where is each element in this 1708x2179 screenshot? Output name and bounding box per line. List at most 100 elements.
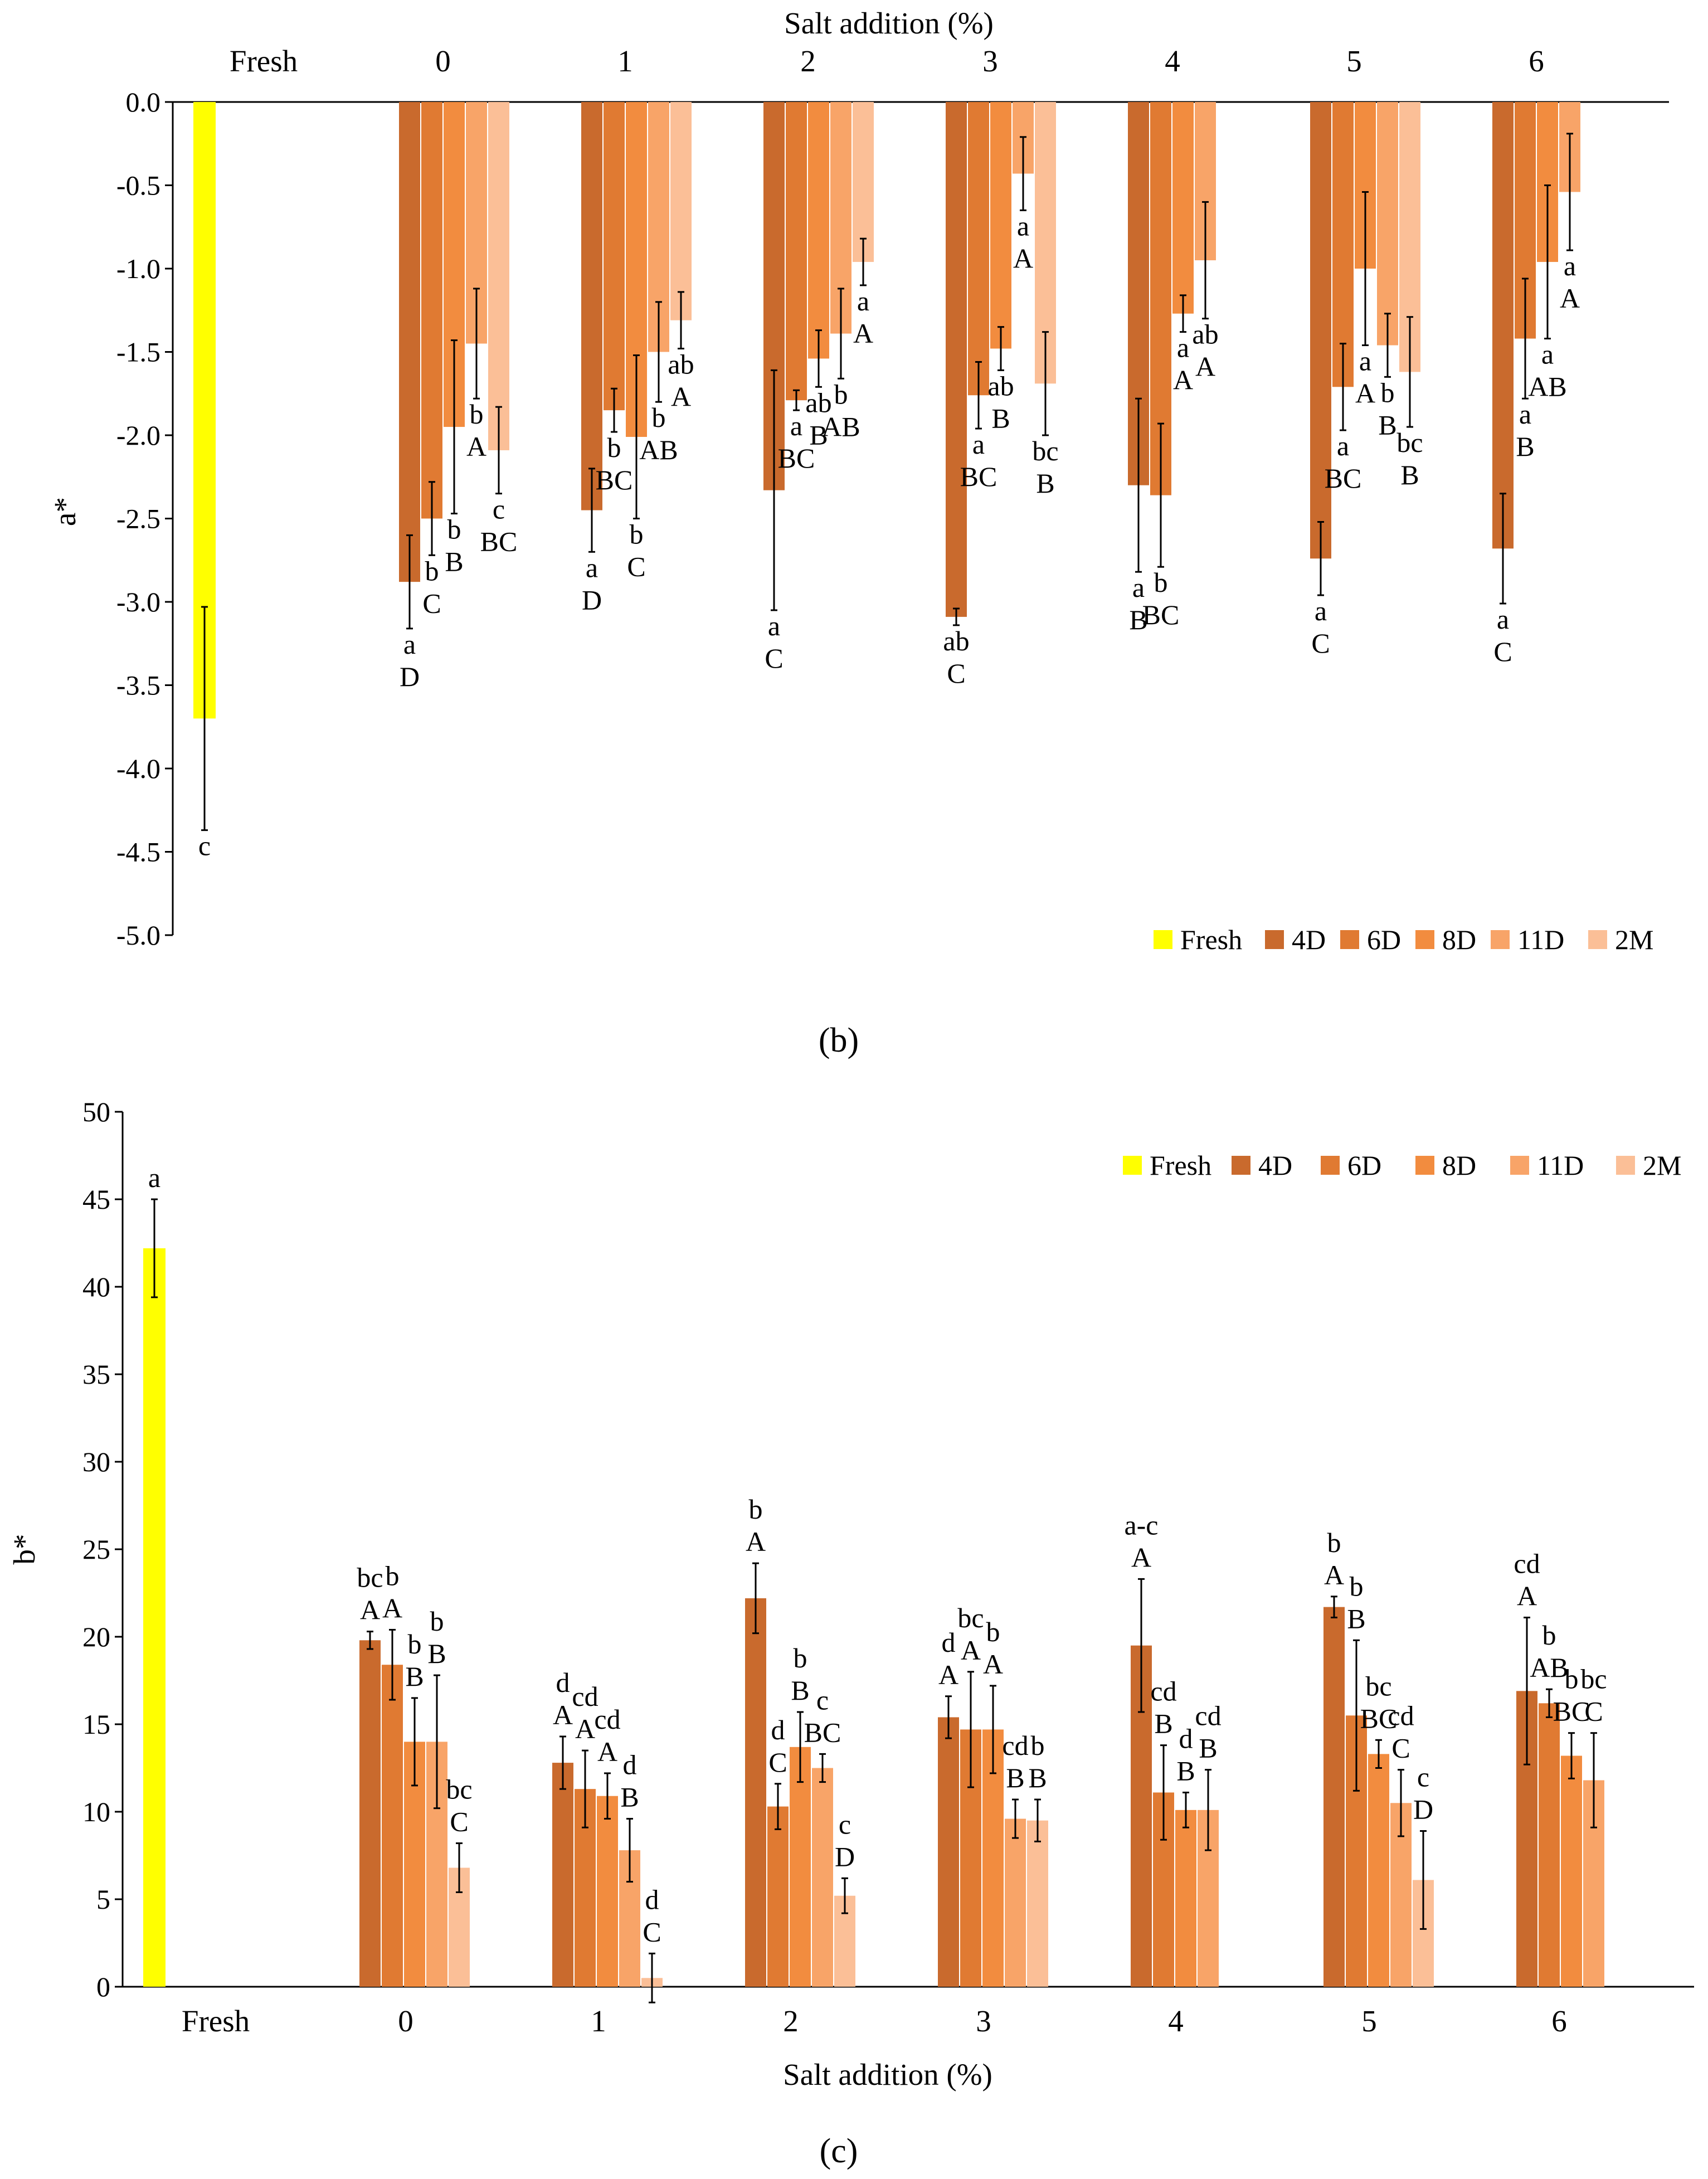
legend: Fresh 4D 6D 8D 11D 2M — [1154, 924, 1653, 955]
significance-label: a — [1497, 604, 1509, 635]
significance-label: d — [623, 1749, 637, 1781]
significance-label: A — [1324, 1559, 1344, 1591]
y-tick-label: -3.5 — [116, 670, 160, 701]
significance-label: b — [470, 398, 484, 430]
significance-label: B — [991, 402, 1010, 434]
legend-label: 2M — [1615, 924, 1653, 955]
significance-label: a — [790, 410, 802, 441]
bar-4d-5 — [1310, 102, 1331, 559]
significance-label: A — [1517, 1580, 1537, 1611]
significance-label: AB — [639, 434, 678, 465]
y-tick-label: -4.0 — [116, 753, 160, 784]
significance-label: ab — [1192, 319, 1218, 350]
significance-label: A — [1131, 1541, 1151, 1573]
significance-label: b — [652, 402, 666, 433]
significance-label: BC — [1142, 599, 1180, 630]
x-tick-label: 4 — [1165, 44, 1180, 78]
legend-swatch-fresh — [1123, 1156, 1142, 1175]
significance-label: cd — [1388, 1700, 1414, 1731]
y-tick-label: -1.0 — [116, 253, 160, 284]
x-tick-label: 5 — [1346, 44, 1362, 78]
legend-label: 8D — [1442, 1150, 1476, 1181]
significance-label: A — [1560, 283, 1580, 314]
significance-label: b — [607, 432, 621, 463]
panel-label: (b) — [819, 1022, 859, 1059]
significance-label: ab — [668, 349, 694, 380]
significance-label: BC — [1360, 1703, 1398, 1734]
legend-swatch-11d — [1491, 930, 1510, 949]
significance-label: BC — [1553, 1696, 1590, 1727]
bars — [143, 1198, 1604, 2003]
bar-11d-5 — [1377, 102, 1398, 346]
bar-4d-0 — [359, 1640, 381, 1987]
bar-8d-2 — [808, 102, 829, 359]
bar-4d-5 — [1323, 1607, 1345, 1987]
chart-panel-b: Salt addition (%) a* 0.0 -0.5 -1.0 -1.5 -2.0… — [48, 6, 1669, 1059]
bar-11d-3 — [1005, 1818, 1026, 1987]
significance-label: A — [466, 431, 486, 462]
significance-label: B — [427, 1638, 446, 1669]
x-tick-label: 3 — [976, 2004, 991, 2038]
significance-label: A — [1173, 364, 1193, 396]
significance-label: cd — [1002, 1730, 1028, 1761]
significance-label: C — [643, 1916, 661, 1947]
significance-label: B — [1400, 459, 1419, 490]
significance-label: AB — [1528, 371, 1566, 402]
significance-label: C — [1311, 628, 1330, 659]
bar-4d-2 — [745, 1598, 766, 1987]
bar-fresh — [143, 1248, 166, 1987]
x-tick-label: 1 — [617, 44, 633, 78]
significance-label: d — [771, 1714, 785, 1745]
y-axis-title: b* — [7, 1534, 41, 1565]
significance-label: BC — [1325, 463, 1362, 494]
significance-label: b — [1542, 1619, 1556, 1651]
significance-label: a — [972, 429, 985, 460]
significance-label: B — [1036, 468, 1054, 499]
significance-label: B — [1028, 1762, 1047, 1793]
significance-label: C — [1493, 636, 1512, 667]
significance-label: A — [553, 1699, 573, 1730]
significance-label: C — [1584, 1696, 1603, 1727]
significance-label: C — [947, 658, 965, 689]
significance-label: BC — [960, 461, 997, 492]
x-tick-label: 1 — [591, 2004, 606, 2038]
legend-swatch-6d — [1321, 1156, 1340, 1175]
x-tick-label: 5 — [1361, 2004, 1377, 2038]
y-tick-label: 20 — [82, 1621, 110, 1652]
significance-label: B — [1154, 1708, 1172, 1739]
y-tick-label: -4.5 — [116, 836, 160, 868]
significance-label: b — [430, 1606, 444, 1637]
significance-label: B — [445, 546, 463, 577]
x-tick-label: 0 — [398, 2004, 413, 2038]
x-axis-title: Salt addition (%) — [784, 6, 994, 40]
legend: Fresh 4D 6D 8D 11D 2M — [1123, 1150, 1681, 1181]
significance-label: cd — [1514, 1548, 1540, 1579]
y-tick-label: 50 — [82, 1096, 110, 1127]
legend-swatch-6d — [1340, 930, 1359, 949]
y-tick-label: 0 — [96, 1971, 110, 2002]
bar-4d-3 — [938, 1717, 959, 1987]
significance-label: cd — [1150, 1676, 1176, 1707]
significance-label: bc — [957, 1602, 984, 1633]
significance-label: B — [1378, 409, 1396, 440]
significance-label: A — [671, 381, 691, 412]
legend-swatch-4d — [1265, 930, 1284, 949]
y-tick-label: 40 — [82, 1271, 110, 1302]
significance-label: BC — [778, 442, 815, 474]
significance-label: b — [1327, 1527, 1341, 1558]
significance-label: D — [582, 584, 602, 615]
significance-label: b — [1350, 1570, 1364, 1602]
bar-2m-2 — [853, 102, 874, 262]
significance-label: ab — [987, 370, 1014, 401]
significance-label: bc — [1580, 1664, 1607, 1695]
bar-4d-1 — [581, 102, 602, 510]
plot-area: 0.0 -0.5 -1.0 -1.5 -2.0 -2.5 -3.0 -3.5 -4.0 -4.5 -… — [116, 44, 1669, 951]
x-tick-label: 2 — [800, 44, 816, 78]
x-tick-label: 2 — [783, 2004, 799, 2038]
significance-label: cd — [594, 1704, 620, 1735]
bar-8d-1 — [597, 1796, 618, 1987]
significance-label: A — [1355, 378, 1375, 409]
significance-label: B — [809, 419, 828, 450]
x-tick-label: Fresh — [182, 2004, 250, 2038]
